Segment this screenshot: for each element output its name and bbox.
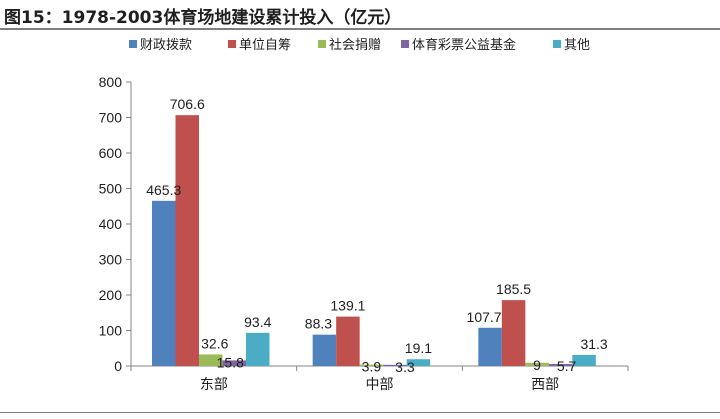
- data-label: 3.3: [395, 359, 415, 375]
- legend-swatch: [553, 40, 561, 48]
- y-tick-label: 500: [99, 181, 123, 197]
- bars: [152, 115, 596, 366]
- data-label: 31.3: [580, 336, 607, 352]
- y-axis: 0 100 200 300 400 500 600 700 800: [99, 74, 132, 374]
- data-label: 5.7: [557, 358, 577, 374]
- legend-swatch: [129, 40, 137, 48]
- bar: [359, 364, 384, 366]
- data-label: 15.8: [217, 354, 244, 370]
- data-label: 706.6: [170, 96, 205, 112]
- bar: [152, 200, 176, 366]
- legend-label: 其他: [564, 38, 590, 53]
- y-tick-label: 800: [99, 74, 123, 90]
- bar: [406, 359, 431, 366]
- bottom-rule: [0, 412, 720, 413]
- bar: [222, 360, 246, 366]
- data-label: 107.7: [467, 309, 502, 325]
- bar: [548, 363, 573, 366]
- figure-title: 图15：1978-2003体育场地建设累计投入（亿元）: [4, 8, 402, 28]
- legend-swatch: [228, 40, 236, 48]
- legend: 财政拨款 单位自筹 社会捐赠 体育彩票公益基金 其他: [129, 37, 590, 53]
- x-tick-label: 西部: [531, 377, 559, 393]
- y-tick-label: 100: [99, 323, 123, 339]
- x-tick-label: 东部: [200, 377, 228, 393]
- bar: [312, 334, 337, 366]
- legend-swatch: [318, 40, 326, 48]
- bar: [572, 354, 596, 366]
- y-tick-label: 300: [99, 252, 123, 268]
- data-label: 185.5: [496, 281, 531, 297]
- figure-title-bar: 图15：1978-2003体育场地建设累计投入（亿元）: [0, 0, 720, 30]
- y-tick-label: 600: [99, 145, 123, 161]
- bar: [478, 327, 502, 366]
- data-label: 139.1: [330, 298, 365, 314]
- data-label: 93.4: [244, 314, 271, 330]
- bar: [501, 300, 526, 366]
- legend-label: 社会捐赠: [329, 37, 381, 53]
- legend-label: 单位自筹: [239, 37, 291, 53]
- bar: [199, 354, 223, 366]
- y-tick-label: 0: [114, 358, 122, 374]
- data-label: 465.3: [146, 182, 181, 198]
- bar: [383, 364, 407, 366]
- bar: [525, 362, 549, 366]
- bar: [336, 316, 360, 366]
- legend-label: 财政拨款: [140, 38, 192, 53]
- data-labels: 465.3 706.6 32.6 15.8 93.4 88.3 139.1 3.9 3.3 19.…: [146, 96, 608, 375]
- data-label: 9: [533, 357, 541, 373]
- data-label: 88.3: [305, 316, 332, 332]
- legend-swatch: [401, 40, 409, 48]
- data-label: 32.6: [201, 335, 228, 351]
- y-tick-label: 200: [99, 287, 123, 303]
- data-label: 3.9: [362, 359, 382, 375]
- y-tick-label: 400: [99, 216, 123, 232]
- bar: [175, 115, 199, 366]
- x-tick-label: 中部: [366, 377, 394, 393]
- data-label: 19.1: [405, 340, 432, 356]
- y-tick-label: 700: [99, 110, 123, 126]
- bar: [246, 332, 270, 366]
- legend-label: 体育彩票公益基金: [412, 37, 516, 53]
